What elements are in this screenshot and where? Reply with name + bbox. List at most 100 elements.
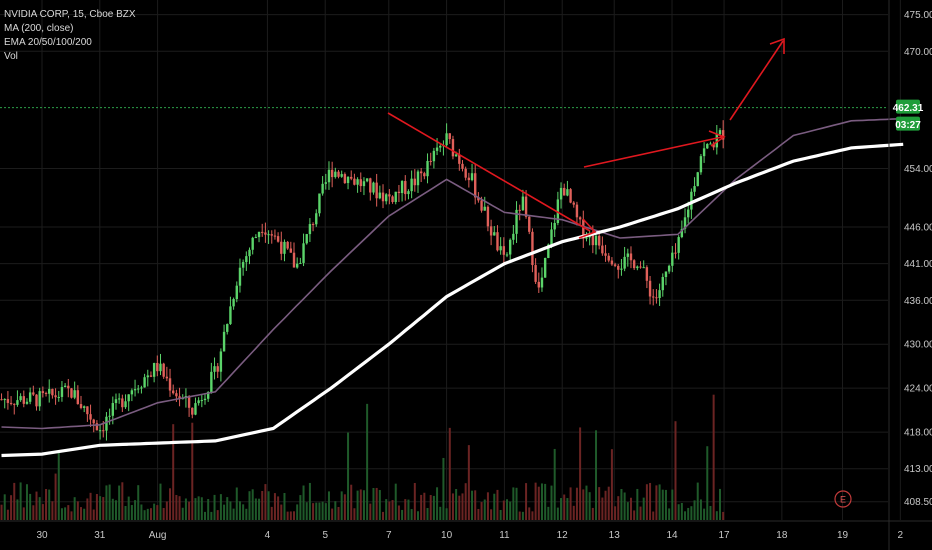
candle-body bbox=[667, 265, 671, 272]
volume-bar bbox=[668, 508, 671, 520]
volume-bar bbox=[350, 484, 353, 520]
volume-bar bbox=[544, 483, 547, 520]
candle-body bbox=[200, 400, 204, 402]
candle-body bbox=[41, 391, 45, 393]
volume-bar bbox=[16, 499, 19, 520]
candle-body bbox=[378, 192, 382, 199]
volume-bar bbox=[194, 498, 197, 520]
volume-bar bbox=[184, 498, 187, 520]
volume-bar bbox=[537, 486, 540, 520]
candle-body bbox=[162, 363, 165, 377]
support-trend-arrow bbox=[583, 136, 723, 168]
candle-body bbox=[505, 254, 509, 256]
volume-bar bbox=[372, 488, 375, 520]
candle-body bbox=[289, 248, 293, 253]
symbol-title[interactable]: NVIDIA CORP, 15, Cboe BZX bbox=[4, 9, 136, 20]
candle-body bbox=[334, 171, 337, 178]
volume-bar bbox=[232, 508, 235, 520]
volume-bars bbox=[0, 394, 725, 520]
candle-body bbox=[194, 403, 197, 415]
volume-bar bbox=[490, 509, 493, 520]
volume-bar bbox=[356, 490, 359, 520]
candle-body bbox=[124, 401, 127, 408]
volume-bar bbox=[506, 499, 509, 520]
indicator-ma[interactable]: MA (200, close) bbox=[4, 23, 74, 34]
volume-bar bbox=[114, 500, 117, 520]
candle-body bbox=[98, 430, 102, 432]
volume-bar bbox=[308, 482, 311, 520]
candle-body bbox=[117, 398, 121, 400]
volume-bar bbox=[575, 487, 578, 520]
price-axis-label: 441.00 bbox=[904, 259, 932, 270]
candle-body bbox=[216, 366, 219, 372]
candle-body bbox=[241, 262, 245, 268]
candle-body bbox=[613, 264, 617, 266]
volume-bar bbox=[467, 445, 470, 520]
candle-body bbox=[661, 277, 664, 291]
volume-bar bbox=[121, 482, 124, 520]
candle-body bbox=[270, 234, 273, 236]
volume-bar bbox=[181, 507, 184, 520]
volume-bar bbox=[162, 507, 165, 520]
volume-bar bbox=[382, 511, 385, 520]
volume-bar bbox=[359, 489, 362, 520]
volume-bar bbox=[258, 498, 261, 520]
candle-body bbox=[543, 257, 547, 278]
volume-bar bbox=[531, 511, 534, 520]
volume-bar bbox=[416, 511, 419, 520]
volume-bar bbox=[210, 511, 213, 520]
volume-bar bbox=[604, 490, 607, 520]
candle-body bbox=[632, 260, 636, 269]
volume-bar bbox=[134, 500, 137, 520]
time-axis-label: 12 bbox=[557, 530, 569, 541]
earnings-event-marker[interactable]: E bbox=[834, 490, 852, 508]
candle-body bbox=[518, 209, 521, 211]
candle-body bbox=[486, 206, 490, 227]
candle-body bbox=[108, 415, 111, 417]
candle-body bbox=[203, 398, 207, 401]
target-arrowhead bbox=[769, 37, 785, 54]
volume-bar bbox=[41, 504, 44, 520]
price-axis-label: 424.00 bbox=[904, 384, 932, 395]
volume-bar bbox=[32, 505, 35, 520]
time-axis-label: 2 bbox=[898, 530, 904, 541]
volume-bar bbox=[633, 510, 636, 520]
volume-bar bbox=[620, 489, 623, 520]
indicator-volume[interactable]: Vol bbox=[4, 51, 18, 62]
candle-body bbox=[156, 363, 159, 372]
event-circle[interactable] bbox=[834, 490, 852, 508]
volume-bar bbox=[226, 497, 229, 520]
volume-bar bbox=[296, 504, 299, 520]
volume-bar bbox=[302, 485, 305, 520]
price-axis[interactable]: 408.50 413.00 418.00 424.00 430.00 436.00 441.… bbox=[888, 0, 932, 550]
candle-body bbox=[413, 178, 417, 186]
candle-body bbox=[283, 241, 286, 254]
volume-bar bbox=[687, 507, 690, 520]
candle-body bbox=[585, 237, 588, 239]
candle-body bbox=[79, 404, 83, 408]
volume-bar bbox=[89, 492, 92, 520]
candle-body bbox=[187, 396, 191, 408]
candle-body bbox=[448, 133, 451, 140]
candle-body bbox=[137, 388, 140, 390]
candle-body bbox=[556, 199, 560, 224]
candle-body bbox=[295, 263, 299, 268]
volume-bar bbox=[264, 484, 267, 520]
candle-body bbox=[712, 143, 715, 148]
price-axis-label: 430.00 bbox=[904, 340, 932, 351]
candle-body bbox=[426, 160, 429, 177]
candle-body bbox=[512, 233, 515, 240]
candle-body bbox=[73, 390, 76, 398]
volume-bar bbox=[70, 511, 73, 520]
time-axis[interactable]: 30 31 Aug 4 5 7 10 11 12 13 14 17 18 19 2 bbox=[0, 520, 932, 541]
candle-body bbox=[70, 388, 73, 398]
candle-body bbox=[680, 228, 684, 238]
volume-bar bbox=[493, 493, 496, 520]
volume-bar bbox=[102, 497, 105, 520]
candle-body bbox=[582, 219, 585, 239]
volume-bar bbox=[25, 484, 28, 520]
indicator-ema[interactable]: EMA 20/50/100/200 bbox=[4, 37, 92, 48]
volume-bar bbox=[153, 503, 156, 520]
time-axis-label: 13 bbox=[609, 530, 621, 541]
